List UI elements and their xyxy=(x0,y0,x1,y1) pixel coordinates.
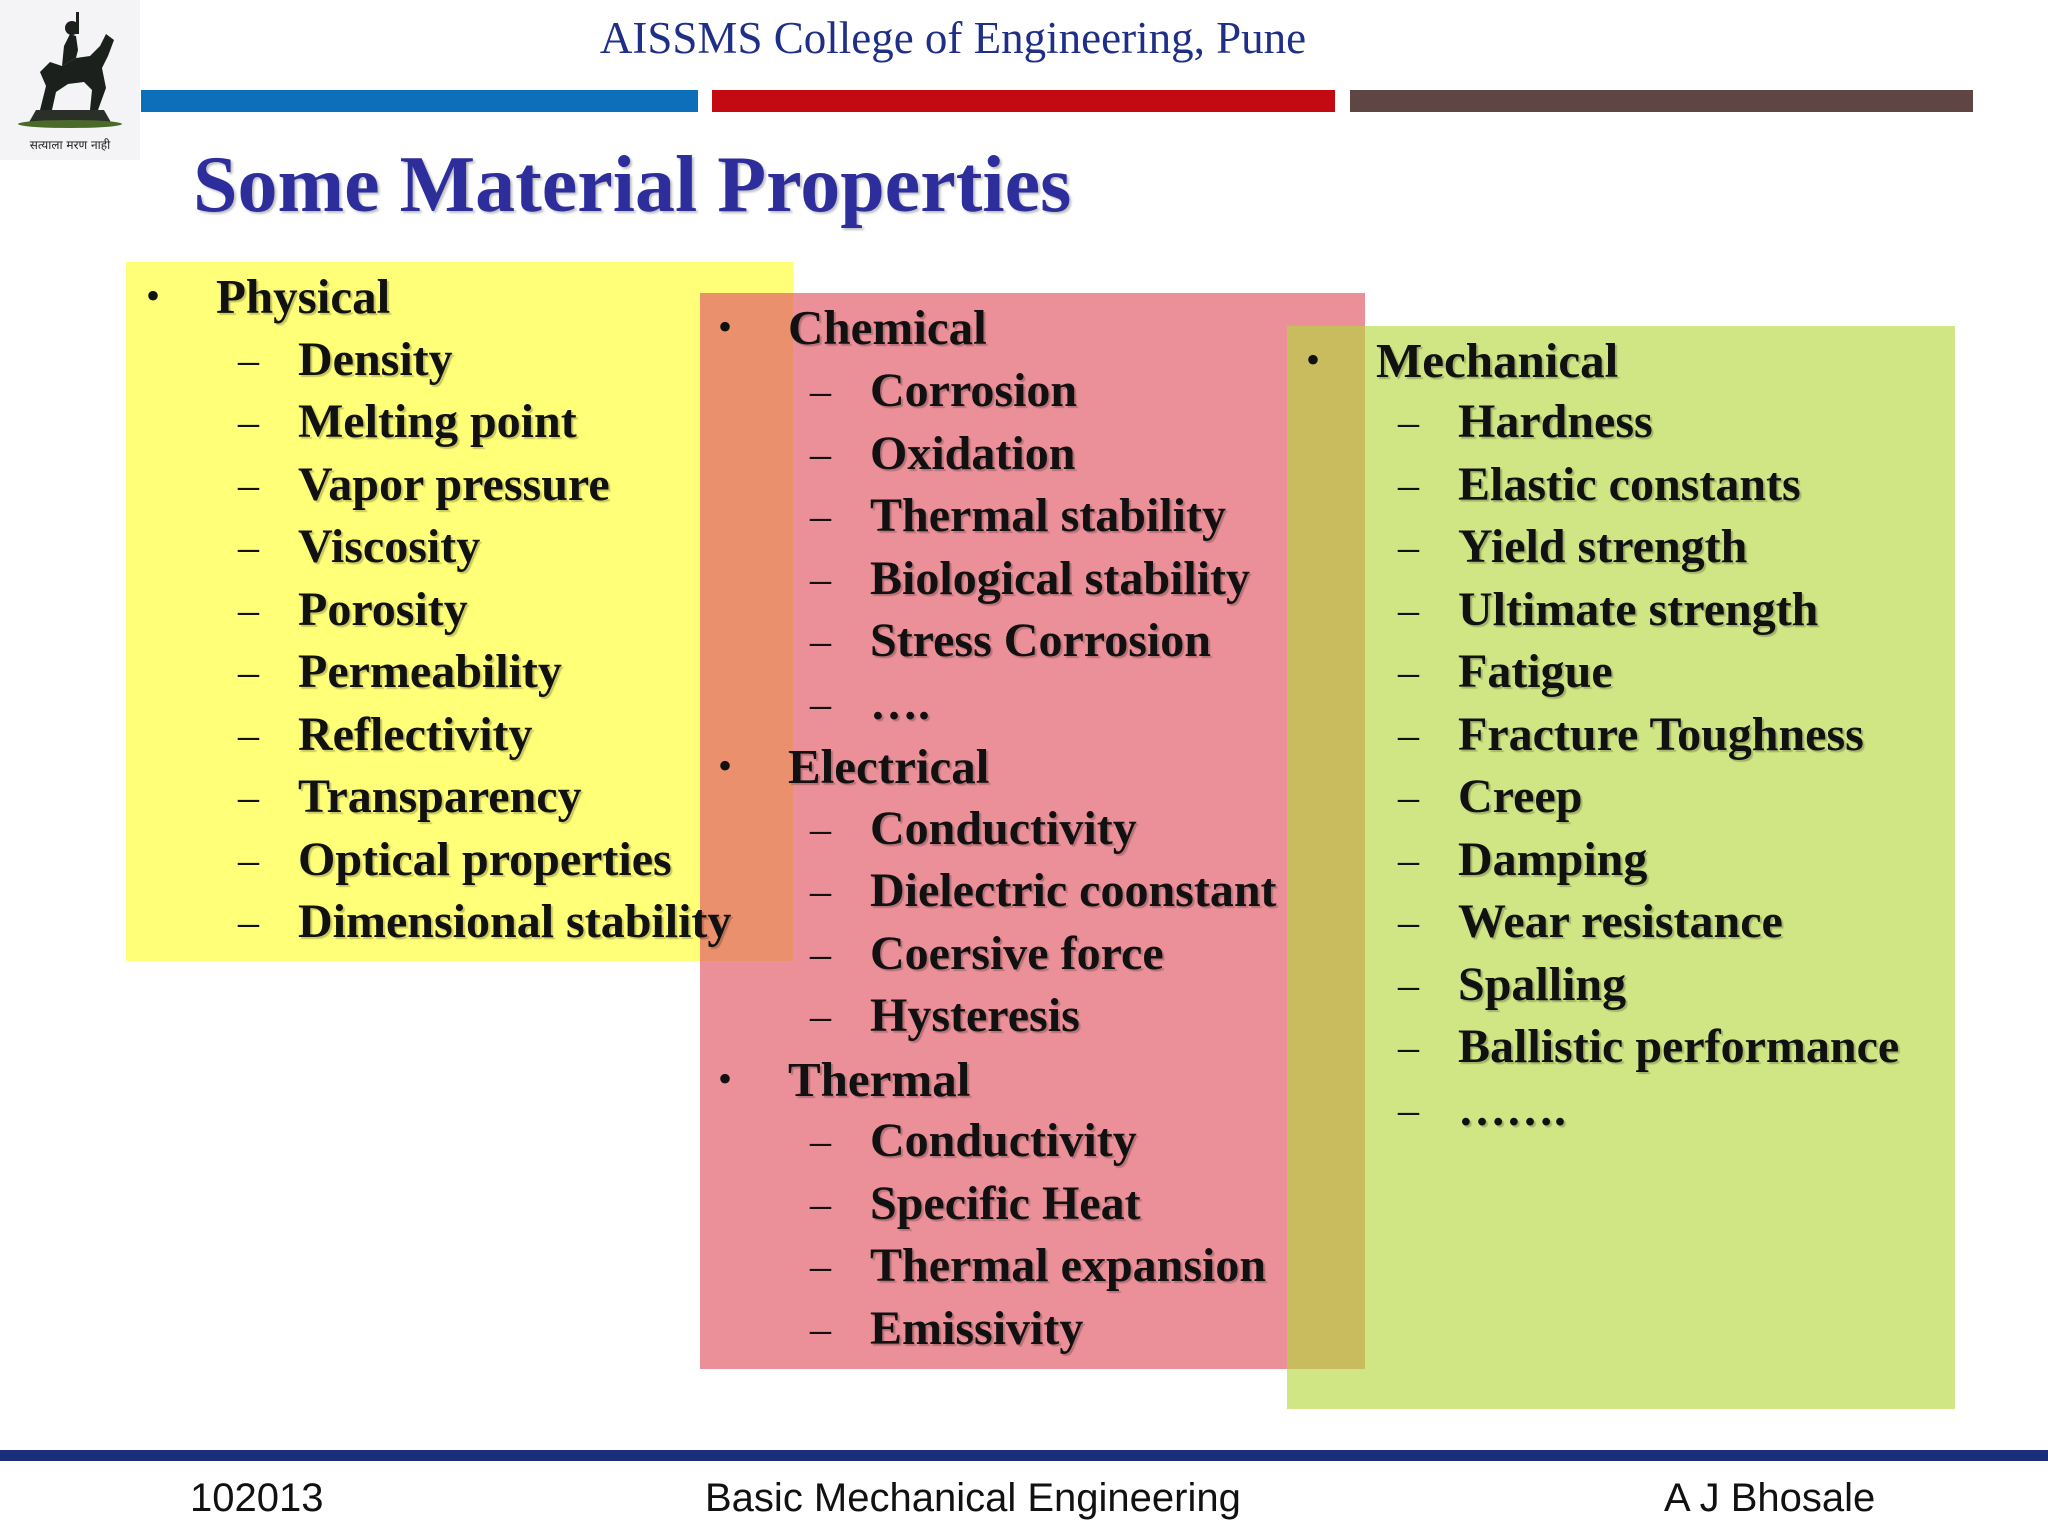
bullet-icon: • xyxy=(718,1056,733,1101)
dash-icon: – xyxy=(810,432,831,478)
footer-course: Basic Mechanical Engineering xyxy=(705,1476,1241,1520)
header-bar-brown xyxy=(1350,90,1973,112)
list-item: Dielectric coonstant xyxy=(870,864,1277,917)
list-item: Spalling xyxy=(1458,958,1627,1011)
college-logo: सत्याला मरण नाही xyxy=(0,0,140,160)
list-item: Oxidation xyxy=(870,427,1076,480)
footer-code: 102013 xyxy=(190,1476,324,1520)
dash-icon: – xyxy=(810,557,831,603)
list-item: Coersive force xyxy=(870,927,1164,980)
dash-icon: – xyxy=(810,869,831,915)
dash-icon: – xyxy=(810,619,831,665)
list-item: Thermal expansion xyxy=(870,1239,1267,1292)
list-item: Damping xyxy=(1458,833,1648,886)
list-item: Elastic constants xyxy=(1458,458,1801,511)
dash-icon: – xyxy=(1398,650,1419,696)
list-item: Wear resistance xyxy=(1458,895,1783,948)
bullet-icon: • xyxy=(718,304,733,349)
dash-icon: – xyxy=(810,932,831,978)
group-heading: Chemical xyxy=(788,300,987,355)
dash-icon: – xyxy=(238,400,259,446)
dash-icon: – xyxy=(1398,900,1419,946)
list-item: Ballistic performance xyxy=(1458,1020,1900,1073)
dash-icon: – xyxy=(238,338,259,384)
dash-icon: – xyxy=(810,494,831,540)
dash-icon: – xyxy=(810,1182,831,1228)
dash-icon: – xyxy=(1398,463,1419,509)
list-item: Emissivity xyxy=(870,1302,1084,1355)
chemical-electrical-thermal-box xyxy=(700,293,1365,1369)
dash-icon: – xyxy=(238,713,259,759)
dash-icon: – xyxy=(1398,1088,1419,1134)
dash-icon: – xyxy=(1398,400,1419,446)
list-item: Fatigue xyxy=(1458,645,1613,698)
bullet-icon: • xyxy=(718,743,733,788)
dash-icon: – xyxy=(1398,525,1419,571)
dash-icon: – xyxy=(1398,775,1419,821)
dash-icon: – xyxy=(1398,1025,1419,1071)
list-item: Stress Corrosion xyxy=(870,614,1211,667)
list-item: Density xyxy=(298,333,453,386)
list-item: Transparency xyxy=(298,770,582,823)
dash-icon: – xyxy=(810,682,831,728)
physical-box xyxy=(126,262,793,961)
group-heading: Electrical xyxy=(788,739,990,794)
list-item: Hysteresis xyxy=(870,989,1080,1042)
dash-icon: – xyxy=(810,1244,831,1290)
dash-icon: – xyxy=(238,775,259,821)
list-item: Permeability xyxy=(298,645,562,698)
list-item: Fracture Toughness xyxy=(1458,708,1864,761)
dash-icon: – xyxy=(1398,588,1419,634)
list-item: Biological stability xyxy=(870,552,1251,605)
mechanical-box xyxy=(1287,326,1955,1409)
dash-icon: – xyxy=(810,1119,831,1165)
dash-icon: – xyxy=(1398,963,1419,1009)
list-item: Creep xyxy=(1458,770,1583,823)
list-item: Reflectivity xyxy=(298,708,533,761)
dash-icon: – xyxy=(810,369,831,415)
list-item: Porosity xyxy=(298,583,468,636)
dash-icon: – xyxy=(238,588,259,634)
list-item: Thermal stability xyxy=(870,489,1226,542)
dash-icon: – xyxy=(238,900,259,946)
group-heading: Physical xyxy=(216,269,391,324)
list-item: Specific Heat xyxy=(870,1177,1141,1230)
group-heading: Mechanical xyxy=(1376,333,1619,388)
list-item: Hardness xyxy=(1458,395,1653,448)
list-item: Conductivity xyxy=(870,802,1137,855)
bullet-icon: • xyxy=(146,273,161,318)
bullet-icon: • xyxy=(1306,337,1321,382)
list-item: Vapor pressure xyxy=(298,458,610,511)
list-item: ……. xyxy=(1458,1083,1566,1136)
list-item: Viscosity xyxy=(298,520,481,573)
dash-icon: – xyxy=(238,525,259,571)
college-name: AISSMS College of Engineering, Pune xyxy=(599,13,1307,63)
list-item: Melting point xyxy=(298,395,577,448)
list-item: Ultimate strength xyxy=(1458,583,1819,636)
list-item: Dimensional stability xyxy=(298,895,732,948)
list-item: Corrosion xyxy=(870,364,1078,417)
list-item: Yield strength xyxy=(1458,520,1748,573)
dash-icon: – xyxy=(810,807,831,853)
group-heading: Thermal xyxy=(788,1052,971,1107)
slide-title: Some Material Properties xyxy=(193,141,1072,229)
dash-icon: – xyxy=(810,1307,831,1353)
logo-motto: सत्याला मरण नाही xyxy=(29,138,111,152)
dash-icon: – xyxy=(810,994,831,1040)
dash-icon: – xyxy=(238,838,259,884)
dash-icon: – xyxy=(238,650,259,696)
list-item: Conductivity xyxy=(870,1114,1137,1167)
footer-author: A J Bhosale xyxy=(1664,1476,1876,1520)
footer-divider xyxy=(0,1450,2048,1461)
dash-icon: – xyxy=(1398,838,1419,884)
dash-icon: – xyxy=(238,463,259,509)
dash-icon: – xyxy=(1398,713,1419,759)
header-bar-blue xyxy=(141,90,698,112)
list-item: …. xyxy=(870,677,930,730)
list-item: Optical properties xyxy=(298,833,672,886)
horse-statue-icon xyxy=(18,12,122,128)
header-bar-red xyxy=(712,90,1335,112)
